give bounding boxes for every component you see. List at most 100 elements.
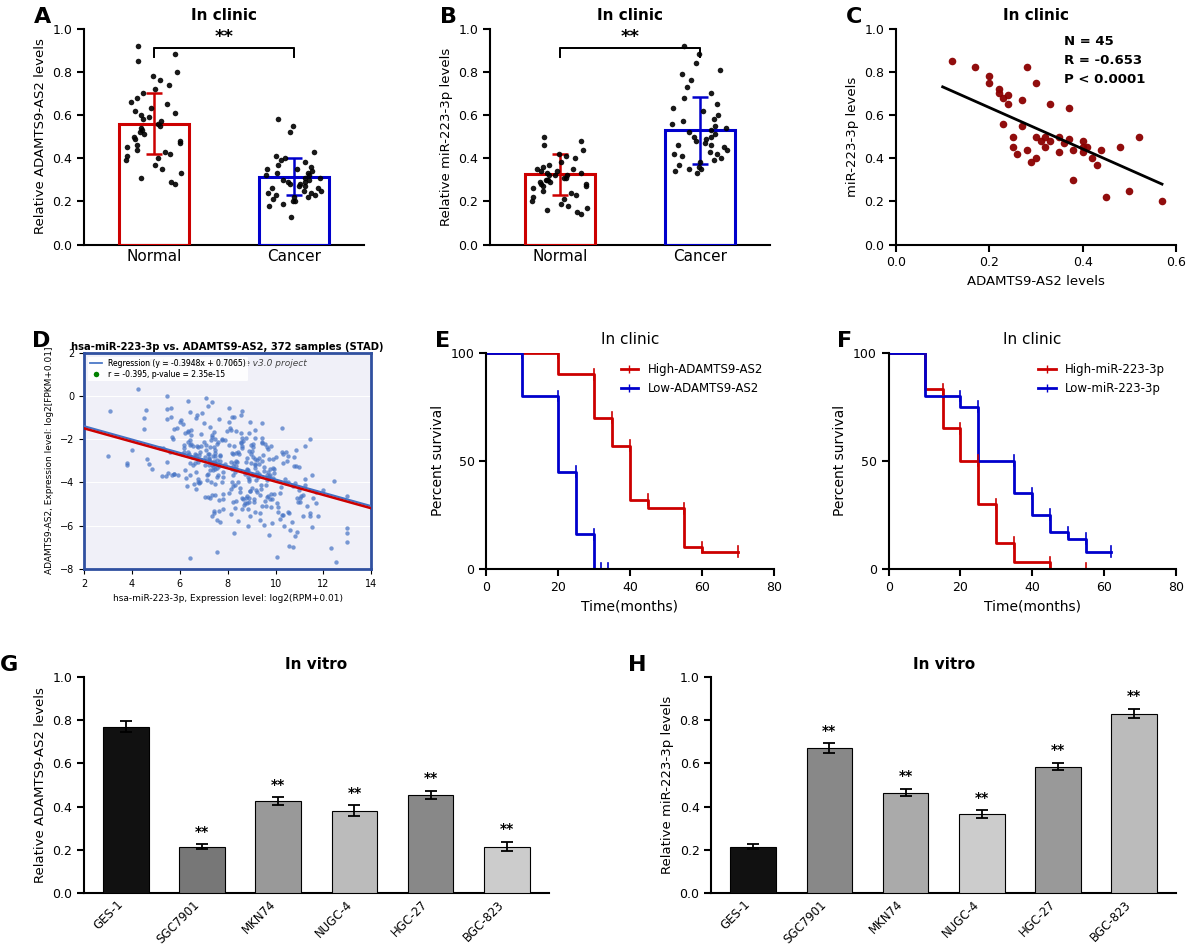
Point (178, 478, 197, 493)
Point (98, 448, 118, 464)
Point (134, 126, 154, 142)
Point (157, 469, 176, 484)
Point (312, 183, 331, 199)
Point (181, 428, 200, 443)
Point (247, 452, 266, 467)
Text: D: D (32, 332, 50, 352)
Point (680, 162, 700, 177)
Point (979, 75, 998, 90)
Point (534, 183, 553, 199)
Point (180, 404, 199, 419)
Text: **: ** (1127, 690, 1141, 703)
Y-axis label: Relative miR-223-3p levels: Relative miR-223-3p levels (661, 695, 674, 874)
Point (190, 445, 209, 460)
Point (210, 453, 229, 468)
Point (180, 438, 199, 453)
Point (198, 446, 217, 462)
Point (707, 146, 726, 162)
Point (269, 500, 288, 515)
Point (1036, 129, 1055, 144)
Point (283, 540, 302, 555)
Point (233, 430, 252, 446)
Point (180, 446, 199, 462)
Point (1120, 183, 1139, 199)
Point (576, 177, 595, 192)
Point (145, 157, 164, 172)
Point (245, 495, 264, 510)
Point (186, 465, 205, 480)
Point (149, 150, 168, 165)
Point (134, 410, 154, 426)
Point (522, 194, 541, 209)
Point (270, 485, 289, 501)
Point (295, 471, 314, 486)
Point (208, 435, 227, 450)
Point (576, 179, 595, 194)
Point (205, 458, 224, 473)
Point (260, 467, 280, 483)
Text: H: H (628, 656, 646, 675)
Point (289, 483, 308, 498)
Point (1003, 140, 1022, 155)
Point (234, 492, 253, 507)
Point (199, 399, 218, 414)
Point (302, 160, 322, 175)
Point (288, 494, 307, 509)
Point (233, 438, 252, 453)
Point (258, 467, 277, 483)
Point (241, 484, 260, 499)
Point (134, 422, 154, 437)
Point (338, 521, 358, 536)
Point (300, 172, 319, 187)
Point (238, 450, 257, 465)
Y-axis label: Relative miR-223-3p levels: Relative miR-223-3p levels (439, 48, 452, 226)
Point (268, 549, 287, 564)
Point (274, 455, 293, 470)
Point (562, 185, 581, 200)
Point (718, 142, 737, 157)
Point (532, 163, 551, 179)
Point (541, 175, 560, 190)
Point (116, 153, 136, 168)
Point (251, 487, 270, 503)
Point (694, 103, 713, 118)
Point (252, 434, 271, 449)
Point (242, 480, 262, 495)
Point (530, 175, 550, 190)
Point (534, 138, 553, 153)
Point (290, 488, 310, 504)
Point (164, 466, 184, 482)
Point (185, 455, 204, 470)
Point (240, 414, 259, 429)
Point (233, 433, 252, 448)
Y-axis label: Percent survival: Percent survival (431, 406, 445, 516)
Point (265, 462, 284, 477)
Point (1063, 142, 1082, 157)
Point (704, 153, 724, 168)
Point (128, 53, 148, 68)
Point (288, 162, 307, 177)
Point (571, 207, 590, 222)
Point (196, 489, 215, 504)
Point (190, 447, 209, 463)
Point (546, 168, 565, 183)
Point (268, 496, 287, 511)
Point (571, 133, 590, 148)
Point (128, 142, 148, 157)
Point (188, 471, 208, 486)
Point (672, 148, 691, 163)
Point (204, 459, 223, 474)
Point (1073, 144, 1092, 160)
Point (289, 460, 308, 475)
Text: Data Source: starBase v3.0 project: Data Source: starBase v3.0 project (149, 359, 306, 369)
Point (133, 112, 152, 127)
Point (278, 504, 298, 520)
Point (302, 467, 322, 483)
Point (550, 146, 569, 162)
Point (180, 467, 199, 483)
Point (532, 177, 551, 192)
Point (262, 491, 281, 506)
Point (233, 501, 252, 516)
Point (287, 443, 306, 458)
Point (178, 434, 197, 449)
